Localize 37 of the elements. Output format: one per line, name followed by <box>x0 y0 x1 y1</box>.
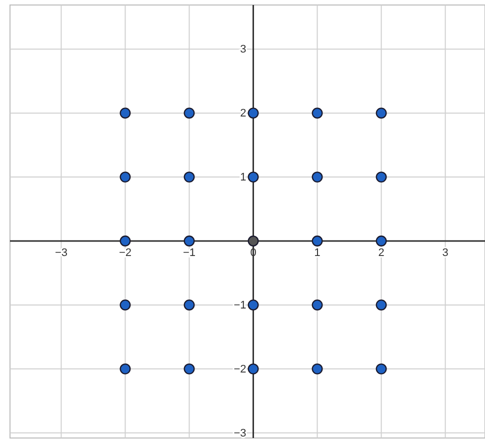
point <box>120 363 131 374</box>
point <box>248 363 259 374</box>
point <box>312 299 323 310</box>
point <box>248 299 259 310</box>
point <box>184 236 195 246</box>
point <box>312 236 323 246</box>
x-tick-label: 3 <box>442 246 448 259</box>
point <box>376 236 387 246</box>
x-tick-label: 1 <box>314 246 320 259</box>
y-tick-label: −3 <box>234 427 246 440</box>
point <box>376 363 387 374</box>
point <box>120 236 131 246</box>
x-tick-label: −2 <box>118 246 132 259</box>
y-tick-label: −1 <box>234 299 246 312</box>
y-tick-label: 3 <box>240 44 246 56</box>
point <box>120 108 131 119</box>
point <box>376 172 387 183</box>
point <box>184 299 195 310</box>
point <box>120 299 131 310</box>
y-tick-label: 2 <box>240 108 246 120</box>
point <box>312 172 323 183</box>
point <box>120 172 131 183</box>
x-tick-label: 2 <box>378 246 384 259</box>
y-tick-label: 1 <box>240 172 246 184</box>
x-tick-label: −1 <box>182 246 196 259</box>
point <box>184 363 195 374</box>
point <box>184 172 195 183</box>
point <box>376 108 387 119</box>
point <box>248 236 259 246</box>
point <box>312 108 323 119</box>
point <box>184 108 195 119</box>
y-tick-label: −2 <box>234 363 246 376</box>
x-tick-label: −3 <box>54 246 68 259</box>
point <box>312 363 323 374</box>
point <box>248 172 259 183</box>
point <box>248 108 259 119</box>
point <box>376 299 387 310</box>
